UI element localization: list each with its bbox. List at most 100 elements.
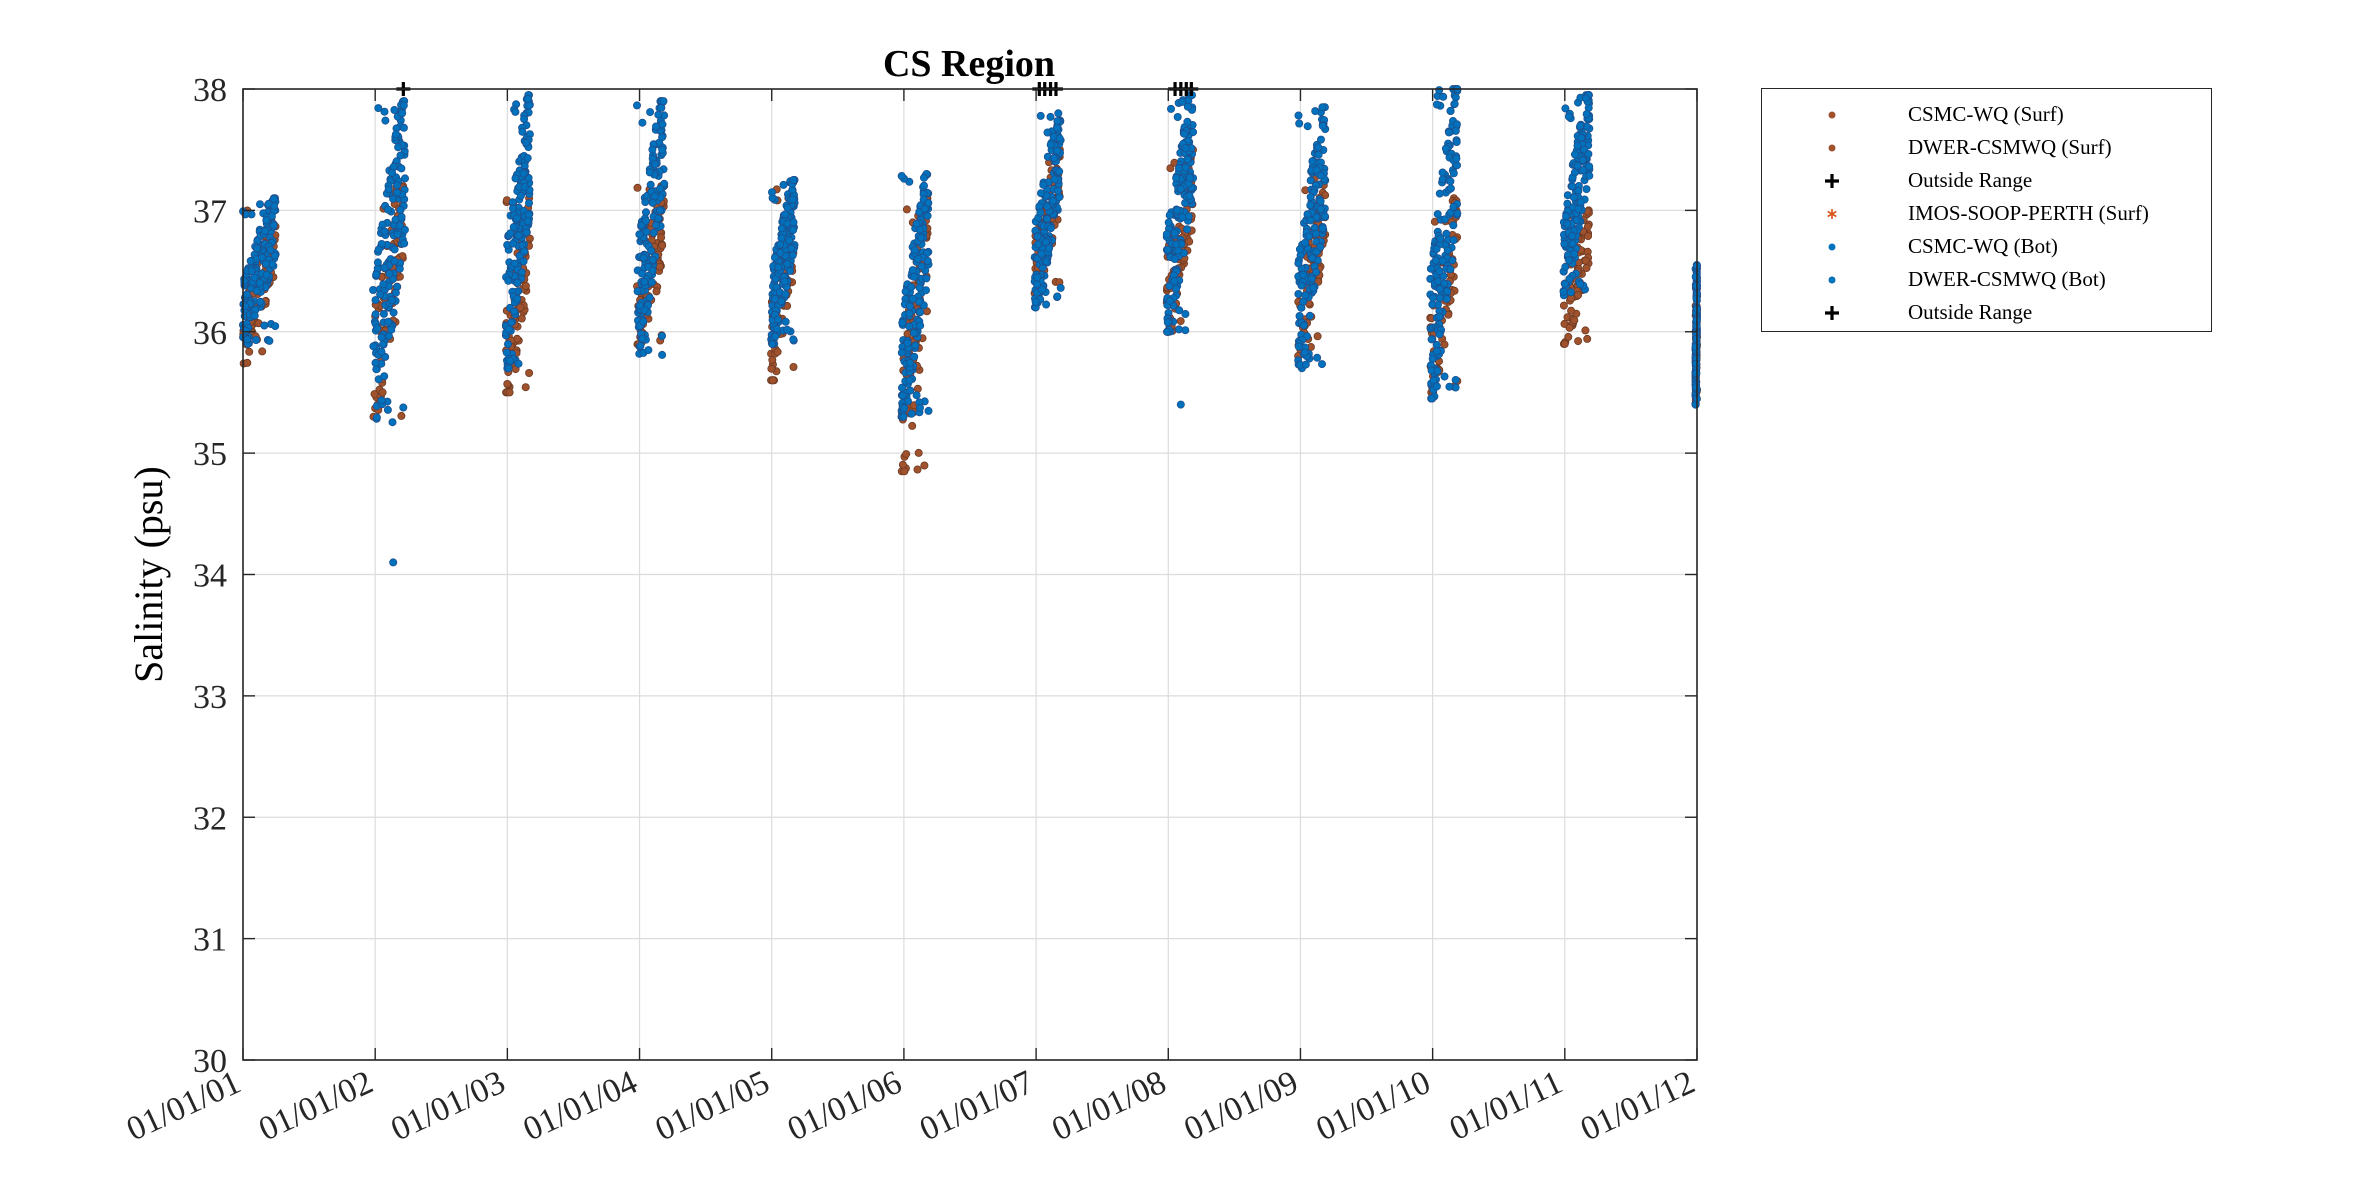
data-point <box>901 287 910 296</box>
legend-label: Outside Range <box>1908 300 2033 324</box>
data-point <box>1449 169 1458 178</box>
data-point <box>1295 245 1304 254</box>
data-point <box>783 259 792 268</box>
data-point <box>916 308 925 317</box>
legend-item: CSMC-WQ (Surf) <box>1762 99 2211 132</box>
data-point <box>1053 292 1062 301</box>
data-point <box>1435 293 1444 302</box>
data-point <box>920 181 929 190</box>
data-point <box>902 450 911 459</box>
data-point <box>1294 289 1303 298</box>
data-point <box>504 364 513 373</box>
data-point <box>1577 133 1586 142</box>
data-point <box>908 294 917 303</box>
data-point <box>1165 211 1174 220</box>
legend-symbol <box>1827 209 1837 219</box>
data-point <box>1448 256 1457 265</box>
data-point <box>1180 129 1189 138</box>
data-point <box>258 253 267 262</box>
data-point <box>393 181 402 190</box>
x-tick-label: 01/01/01 <box>121 1064 246 1149</box>
legend-label: CSMC-WQ (Surf) <box>1908 102 2064 126</box>
y-tick-label: 32 <box>193 800 227 837</box>
data-point <box>390 106 399 115</box>
data-point <box>648 255 657 264</box>
data-point <box>520 247 529 256</box>
data-point <box>1166 164 1175 173</box>
data-point <box>781 290 790 299</box>
data-point <box>768 355 777 364</box>
data-point <box>1299 270 1308 279</box>
data-point <box>1567 306 1576 315</box>
data-point <box>377 333 386 342</box>
data-point <box>1301 238 1310 247</box>
data-point <box>776 240 785 249</box>
data-point <box>654 110 663 119</box>
data-point <box>1565 256 1574 265</box>
data-point <box>1451 93 1460 102</box>
data-point <box>1431 256 1440 265</box>
data-point <box>525 368 534 377</box>
data-point <box>1560 279 1569 288</box>
data-point <box>1055 167 1064 176</box>
data-point <box>1053 146 1062 155</box>
data-point <box>378 388 387 397</box>
data-point <box>260 321 269 330</box>
data-point <box>1173 206 1182 215</box>
data-point <box>633 287 642 296</box>
data-point <box>1442 229 1451 238</box>
data-point <box>519 257 528 266</box>
data-point <box>520 182 529 191</box>
data-point <box>1300 348 1309 357</box>
legend-symbol <box>1825 174 1839 188</box>
data-point <box>787 244 796 253</box>
data-point <box>1560 239 1569 248</box>
data-point <box>897 348 906 357</box>
data-point <box>1576 198 1585 207</box>
data-point <box>1181 309 1190 318</box>
data-point <box>395 264 404 273</box>
data-point <box>1564 332 1573 341</box>
data-point <box>1578 155 1587 164</box>
data-point <box>1312 229 1321 238</box>
data-point <box>1449 221 1458 230</box>
data-point <box>1451 126 1460 135</box>
data-point <box>1442 294 1451 303</box>
data-point <box>1181 144 1190 153</box>
data-point <box>655 262 664 271</box>
data-point <box>1318 103 1327 112</box>
data-point <box>1440 215 1449 224</box>
data-point <box>1297 281 1306 290</box>
data-point <box>1184 212 1193 221</box>
data-point <box>388 418 397 427</box>
data-point <box>1452 154 1461 163</box>
data-point <box>521 383 530 392</box>
data-point <box>897 171 906 180</box>
data-point <box>898 383 907 392</box>
data-point <box>652 122 661 131</box>
data-point <box>1053 123 1062 132</box>
data-point <box>1176 317 1185 326</box>
data-point <box>1043 214 1052 223</box>
data-point <box>1565 323 1574 332</box>
legend-item: DWER-CSMWQ (Surf) <box>1762 132 2211 165</box>
y-tick-label: 31 <box>193 922 227 959</box>
data-point <box>912 391 921 400</box>
data-point <box>1175 325 1184 334</box>
data-point <box>1308 254 1317 263</box>
x-tick-label: 01/01/09 <box>1179 1064 1304 1149</box>
legend-item: CSMC-WQ (Bot) <box>1762 231 2211 264</box>
legend-circle-marker <box>1828 111 1836 119</box>
data-point <box>1443 287 1452 296</box>
data-point <box>648 266 657 275</box>
data-point <box>1034 240 1043 249</box>
data-point <box>789 362 798 371</box>
data-point <box>1165 296 1174 305</box>
data-point <box>384 185 393 194</box>
data-point <box>1566 288 1575 297</box>
legend-circle-marker <box>1828 144 1836 152</box>
data-point <box>1569 193 1578 202</box>
data-point <box>1045 244 1054 253</box>
data-point <box>768 339 777 348</box>
data-point <box>923 211 932 220</box>
